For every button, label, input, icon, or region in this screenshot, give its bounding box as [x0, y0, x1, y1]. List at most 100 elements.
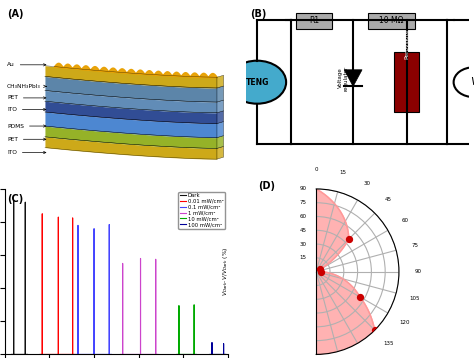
0.01 mW/cm² — [42, 352, 47, 357]
Line: 0.1 mW/cm²: 0.1 mW/cm² — [76, 224, 111, 354]
Text: PDMS: PDMS — [7, 124, 46, 129]
1 mW/cm² — [138, 352, 144, 357]
Text: 10 MΩ: 10 MΩ — [379, 16, 403, 25]
100 mW/cm² — [211, 352, 217, 357]
1 mW/cm² — [120, 352, 126, 357]
1 mW/cm² — [153, 257, 158, 261]
0.1 mW/cm² — [91, 227, 97, 231]
1 mW/cm² — [151, 352, 156, 357]
0.1 mW/cm² — [106, 222, 112, 227]
Text: R1: R1 — [309, 16, 319, 25]
0.1 mW/cm² — [91, 352, 97, 357]
Dark — [11, 352, 17, 357]
100 mW/cm² — [209, 340, 215, 345]
Text: (B): (B) — [250, 9, 267, 19]
Line: Dark: Dark — [11, 200, 27, 354]
Polygon shape — [316, 189, 375, 354]
Line: 1 mW/cm²: 1 mW/cm² — [120, 258, 158, 354]
1 mW/cm² — [153, 352, 159, 357]
0.01 mW/cm² — [54, 352, 59, 357]
Dark — [22, 352, 28, 357]
100 mW/cm² — [209, 352, 215, 357]
Dark — [25, 352, 30, 357]
Text: Perovskite: Perovskite — [404, 28, 409, 59]
10 mW/cm² — [189, 352, 195, 357]
Point — [356, 294, 364, 300]
Point — [317, 269, 325, 275]
Dark — [20, 352, 26, 357]
Polygon shape — [344, 70, 362, 86]
Text: V: V — [470, 77, 474, 87]
0.1 mW/cm² — [91, 352, 97, 357]
0.01 mW/cm² — [70, 352, 75, 357]
0.1 mW/cm² — [75, 223, 81, 227]
10 mW/cm² — [176, 304, 182, 308]
0.1 mW/cm² — [106, 352, 112, 357]
1 mW/cm² — [120, 261, 126, 266]
Polygon shape — [217, 86, 224, 102]
Text: (C): (C) — [7, 194, 23, 204]
10 mW/cm² — [191, 352, 197, 357]
0.01 mW/cm² — [70, 352, 75, 357]
10 mW/cm² — [178, 352, 184, 357]
Text: (D): (D) — [258, 181, 275, 191]
100 mW/cm² — [209, 352, 215, 357]
Dark — [22, 200, 28, 204]
Line: 100 mW/cm²: 100 mW/cm² — [210, 343, 226, 354]
0.1 mW/cm² — [75, 352, 81, 357]
Polygon shape — [217, 100, 224, 113]
Dark — [9, 352, 14, 357]
Circle shape — [454, 67, 474, 97]
0.01 mW/cm² — [39, 212, 45, 216]
Text: ITO: ITO — [7, 107, 46, 112]
Polygon shape — [217, 122, 224, 137]
Text: Au: Au — [7, 62, 46, 67]
0.01 mW/cm² — [37, 352, 43, 357]
1 mW/cm² — [118, 352, 123, 357]
10 mW/cm² — [193, 352, 199, 357]
Polygon shape — [217, 75, 224, 88]
1 mW/cm² — [137, 256, 143, 261]
100 mW/cm² — [221, 342, 227, 346]
1 mW/cm² — [140, 352, 146, 357]
1 mW/cm² — [136, 352, 141, 357]
1 mW/cm² — [137, 352, 143, 357]
Text: TENG: TENG — [246, 78, 269, 87]
Text: Voltage
regulator: Voltage regulator — [337, 66, 348, 91]
0.01 mW/cm² — [72, 352, 78, 357]
0.01 mW/cm² — [68, 352, 73, 357]
Point — [317, 266, 324, 272]
0.1 mW/cm² — [93, 352, 99, 357]
FancyBboxPatch shape — [368, 13, 415, 29]
0.01 mW/cm² — [55, 352, 61, 357]
0.1 mW/cm² — [109, 352, 114, 357]
100 mW/cm² — [221, 352, 227, 357]
1 mW/cm² — [153, 352, 158, 357]
100 mW/cm² — [223, 352, 228, 357]
0.01 mW/cm² — [39, 352, 45, 357]
0.01 mW/cm² — [70, 216, 75, 220]
Line: 10 mW/cm²: 10 mW/cm² — [177, 305, 196, 354]
Text: (A): (A) — [7, 9, 24, 19]
Line: 0.01 mW/cm²: 0.01 mW/cm² — [40, 214, 75, 354]
10 mW/cm² — [191, 352, 197, 357]
Polygon shape — [217, 146, 224, 159]
0.1 mW/cm² — [73, 352, 79, 357]
Polygon shape — [217, 111, 224, 124]
Point — [345, 236, 353, 242]
0.1 mW/cm² — [77, 352, 83, 357]
Text: PET: PET — [7, 96, 46, 100]
0.01 mW/cm² — [39, 352, 45, 357]
0.1 mW/cm² — [107, 352, 112, 357]
FancyBboxPatch shape — [296, 13, 332, 29]
Dark — [13, 352, 18, 357]
10 mW/cm² — [176, 352, 182, 357]
Legend: Dark, 0.01 mW/cm², 0.1 mW/cm², 1 mW/cm², 10 mW/cm², 100 mW/cm²: Dark, 0.01 mW/cm², 0.1 mW/cm², 1 mW/cm²,… — [179, 192, 226, 229]
1 mW/cm² — [122, 352, 128, 357]
Text: $V_{Dark}$-$V$/$V_{Dark}$ (%): $V_{Dark}$-$V$/$V_{Dark}$ (%) — [221, 247, 230, 296]
Dark — [11, 352, 17, 357]
1 mW/cm² — [155, 352, 161, 357]
0.1 mW/cm² — [104, 352, 110, 357]
Point — [371, 327, 379, 333]
Text: ITO: ITO — [7, 150, 46, 155]
